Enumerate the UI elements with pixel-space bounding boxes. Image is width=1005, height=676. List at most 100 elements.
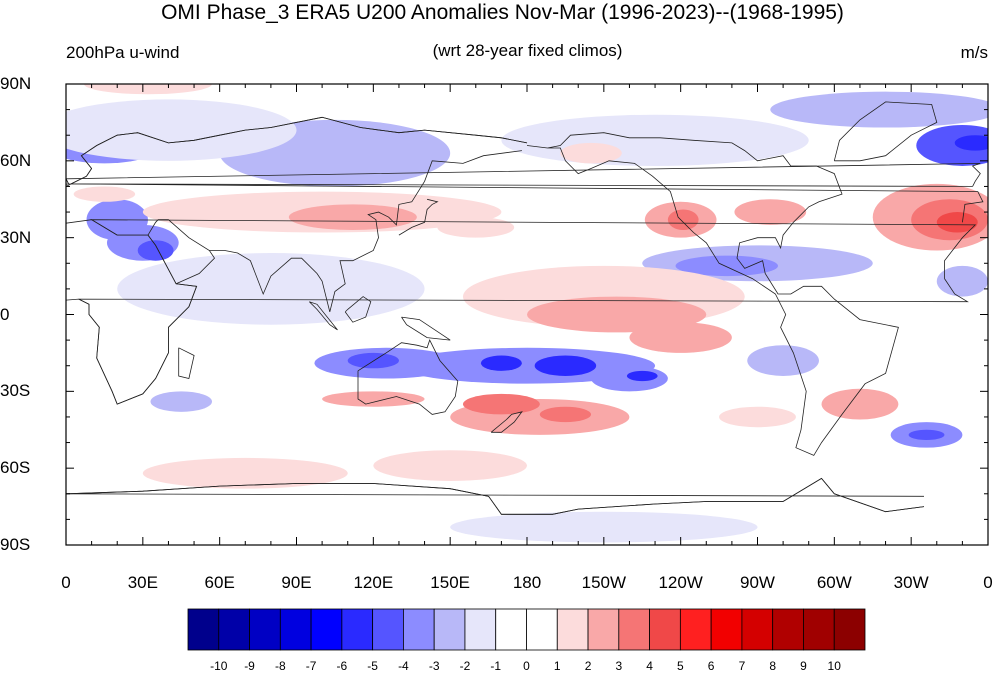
anomaly-region-17	[398, 347, 656, 384]
anomaly-region-31	[667, 209, 699, 230]
x-tick-label: 30E	[127, 573, 158, 592]
coastline-7	[398, 198, 439, 236]
coastline-6	[357, 339, 459, 415]
y-tick-label: 60N	[0, 150, 32, 170]
colorbar-box-19	[772, 608, 804, 651]
anomaly-region-28	[288, 204, 417, 230]
colorbar-label: -9	[244, 659, 255, 673]
anomaly-region-45	[142, 457, 348, 489]
anomaly-region-48	[83, 84, 212, 95]
coastlines	[66, 101, 984, 515]
colorbar-box-7	[403, 608, 435, 651]
colorbar-label: 9	[800, 659, 807, 673]
x-tick-label: 30W	[893, 573, 929, 592]
colorbar-label: 10	[827, 659, 841, 673]
y-tick-label: 30N	[0, 227, 32, 247]
anomaly-region-29	[437, 217, 515, 238]
colorbar-label: -7	[305, 659, 317, 673]
y-tick-label: 90N	[0, 74, 32, 93]
anomaly-region-47	[73, 186, 136, 202]
anomaly-region-22	[150, 391, 212, 412]
coastline-wrap-11	[66, 177, 70, 185]
colorbar-label: 5	[677, 659, 684, 673]
colorbar-label: -10	[210, 659, 228, 673]
axis-ticks	[65, 83, 989, 546]
colorbar-box-6	[372, 608, 404, 651]
x-tick-label: 90W	[740, 573, 775, 592]
colorbar-label: 6	[707, 659, 715, 673]
y-tick-label: 0	[0, 304, 10, 324]
colorbar-box-18	[741, 608, 774, 651]
anomaly-region-7	[501, 114, 809, 166]
anomaly-region-4	[770, 91, 988, 128]
coastline-4	[147, 219, 216, 285]
colorbar-box-14	[618, 608, 650, 651]
anomaly-region-46	[373, 450, 527, 481]
anomaly-region-6	[954, 135, 988, 151]
colorbar-label: 0	[523, 659, 530, 673]
anomaly-region-38	[629, 322, 732, 353]
x-tick-label: 120E	[353, 573, 394, 592]
coastline-wrap-0	[66, 116, 528, 187]
anomaly-region-42	[322, 391, 425, 407]
coastline-8	[309, 301, 338, 331]
x-tick-label: 90E	[281, 573, 312, 592]
anomaly-region-19	[480, 355, 522, 371]
colorbar-box-2	[249, 608, 281, 651]
colorbar-box-3	[279, 608, 312, 651]
anomaly-region-11	[117, 253, 425, 325]
colorbar-box-16	[679, 608, 712, 651]
anomaly-region-18	[534, 355, 597, 376]
colorbar-box-1	[218, 608, 250, 651]
anomaly-region-3	[66, 99, 297, 161]
anomaly-region-14	[936, 265, 988, 297]
coastline-9	[344, 296, 372, 323]
colorbar-box-9	[464, 608, 497, 651]
anomaly-region-26	[450, 511, 758, 543]
variable-label: 200hPa u-wind	[66, 43, 180, 62]
colorbar-label: -3	[428, 659, 440, 673]
anomaly-region-44	[719, 406, 796, 428]
colorbar-label: 2	[584, 659, 592, 673]
coastline-10	[401, 316, 451, 341]
coastline-1	[526, 132, 899, 456]
colorbar-label: 7	[738, 659, 746, 673]
anomaly-region-35	[936, 212, 978, 233]
colorbar-box-12	[556, 608, 589, 651]
anomaly-region-10	[137, 240, 174, 261]
anomaly-region-5	[916, 124, 988, 166]
colorbar-box-8	[433, 608, 466, 651]
anomaly-region-32	[734, 199, 807, 225]
y-tick-label: 30S	[0, 381, 31, 401]
anomaly-shading	[66, 84, 988, 543]
colorbar-label: -2	[459, 659, 471, 673]
coastline-wrap-12	[66, 477, 925, 515]
colorbar-box-5	[341, 608, 374, 651]
coastline-wrap-3	[66, 219, 198, 405]
anomaly-region-23	[747, 345, 819, 376]
colorbar-label: -1	[490, 659, 502, 673]
colorbar-box-10	[495, 608, 527, 651]
anomaly-region-25	[908, 429, 945, 440]
colorbar	[187, 608, 866, 651]
colorbar-label: -8	[274, 659, 286, 673]
anomaly-region-40	[462, 393, 540, 415]
coastline-11	[66, 163, 981, 187]
colorbar-box-0	[187, 608, 220, 651]
coastline-14	[178, 347, 195, 379]
x-tick-label: 60E	[204, 573, 235, 592]
coastline-2	[833, 101, 938, 162]
colorbar-box-15	[649, 608, 681, 651]
colorbar-label: -5	[367, 659, 378, 673]
colorbar-label: 1	[553, 659, 561, 673]
anomaly-region-49	[560, 142, 622, 164]
colorbar-label: 3	[615, 659, 623, 673]
x-tick-label: 180	[512, 573, 542, 592]
coastline-5	[209, 150, 522, 312]
x-tick-label: 0	[61, 573, 71, 592]
colorbar-label: -4	[398, 659, 409, 673]
x-tick-label: 150W	[581, 573, 627, 592]
page-title: OMI Phase_3 ERA5 U200 Anomalies Nov-Mar …	[161, 1, 844, 24]
colorbar-box-20	[803, 608, 835, 651]
